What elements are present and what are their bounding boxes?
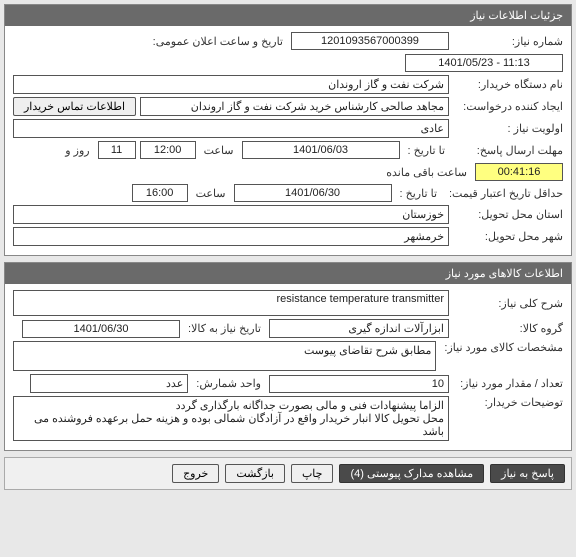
need-details-panel: جزئیات اطلاعات نیاز شماره نیاز: 12010935… bbox=[4, 4, 572, 256]
announce-value: 1401/05/23 - 11:13 bbox=[405, 54, 563, 72]
province-value: خوزستان bbox=[13, 205, 449, 224]
spec-value: مطابق شرح تقاضای پیوست bbox=[13, 341, 436, 371]
deadline-date: 1401/06/03 bbox=[242, 141, 400, 159]
priority-label: اولویت نیاز : bbox=[453, 122, 563, 135]
unit-value: عدد bbox=[30, 374, 188, 393]
view-attachments-button[interactable]: مشاهده مدارک پیوستی (4) bbox=[339, 464, 484, 483]
creator-label: ایجاد کننده درخواست: bbox=[453, 100, 563, 113]
desc-value: resistance temperature transmitter bbox=[13, 290, 449, 316]
qty-value: 10 bbox=[269, 375, 449, 393]
notes-label: توضیحات خریدار: bbox=[453, 396, 563, 409]
notes-value: الزاما پیشنهادات فنی و مالی بصورت جداگان… bbox=[13, 396, 449, 441]
price-valid-label: حداقل تاریخ اعتبار قیمت: bbox=[445, 187, 563, 200]
need-date-label: تاریخ نیاز به کالا: bbox=[184, 322, 265, 335]
hour-label-2: ساعت bbox=[192, 187, 230, 200]
reply-need-button[interactable]: پاسخ به نیاز bbox=[490, 464, 565, 483]
panel2-body: شرح کلی نیاز: resistance temperature tra… bbox=[5, 284, 571, 450]
deadline-time: 12:00 bbox=[140, 141, 196, 159]
priority-value: عادی bbox=[13, 119, 449, 138]
days-and-label: روز و bbox=[61, 144, 93, 157]
panel1-body: شماره نیاز: 1201093567000399 تاریخ و ساع… bbox=[5, 26, 571, 255]
hour-label-1: ساعت bbox=[200, 144, 238, 157]
desc-label: شرح کلی نیاز: bbox=[453, 297, 563, 310]
city-label: شهر محل تحویل: bbox=[453, 230, 563, 243]
need-no-value: 1201093567000399 bbox=[291, 32, 449, 50]
group-label: گروه کالا: bbox=[453, 322, 563, 335]
panel2-title: اطلاعات کالاهای مورد نیاز bbox=[5, 263, 571, 284]
qty-label: تعداد / مقدار مورد نیاز: bbox=[453, 377, 563, 390]
buyer-label: نام دستگاه خریدار: bbox=[453, 78, 563, 91]
need-no-label: شماره نیاز: bbox=[453, 35, 563, 48]
announce-label: تاریخ و ساعت اعلان عمومی: bbox=[149, 35, 287, 48]
contact-buyer-button[interactable]: اطلاعات تماس خریدار bbox=[13, 97, 136, 116]
deadline-label: مهلت ارسال پاسخ: bbox=[453, 144, 563, 157]
creator-value: مجاهد صالحی کارشناس خرید شرکت نفت و گاز … bbox=[140, 97, 449, 116]
need-items-panel: اطلاعات کالاهای مورد نیاز شرح کلی نیاز: … bbox=[4, 262, 572, 451]
province-label: استان محل تحویل: bbox=[453, 208, 563, 221]
time-remaining: 00:41:16 bbox=[475, 163, 563, 181]
time-remain-label: ساعت باقی مانده bbox=[382, 166, 471, 179]
print-button[interactable]: چاپ bbox=[291, 464, 334, 483]
group-value: ابزارآلات اندازه گیری bbox=[269, 319, 449, 338]
spec-label: مشخصات کالای مورد نیاز: bbox=[440, 341, 563, 354]
unit-label: واحد شمارش: bbox=[192, 377, 265, 390]
until-label-2: تا تاریخ : bbox=[396, 187, 441, 200]
until-label-1: تا تاریخ : bbox=[404, 144, 449, 157]
panel1-title: جزئیات اطلاعات نیاز bbox=[5, 5, 571, 26]
price-valid-date: 1401/06/30 bbox=[234, 184, 392, 202]
city-value: خرمشهر bbox=[13, 227, 449, 246]
price-valid-time: 16:00 bbox=[132, 184, 188, 202]
footer-toolbar: پاسخ به نیاز مشاهده مدارک پیوستی (4) چاپ… bbox=[4, 457, 572, 490]
exit-button[interactable]: خروج bbox=[172, 464, 219, 483]
days-remaining: 11 bbox=[98, 141, 136, 159]
back-button[interactable]: بازگشت bbox=[225, 464, 285, 483]
need-date-value: 1401/06/30 bbox=[22, 320, 180, 338]
buyer-value: شرکت نفت و گاز اروندان bbox=[13, 75, 449, 94]
